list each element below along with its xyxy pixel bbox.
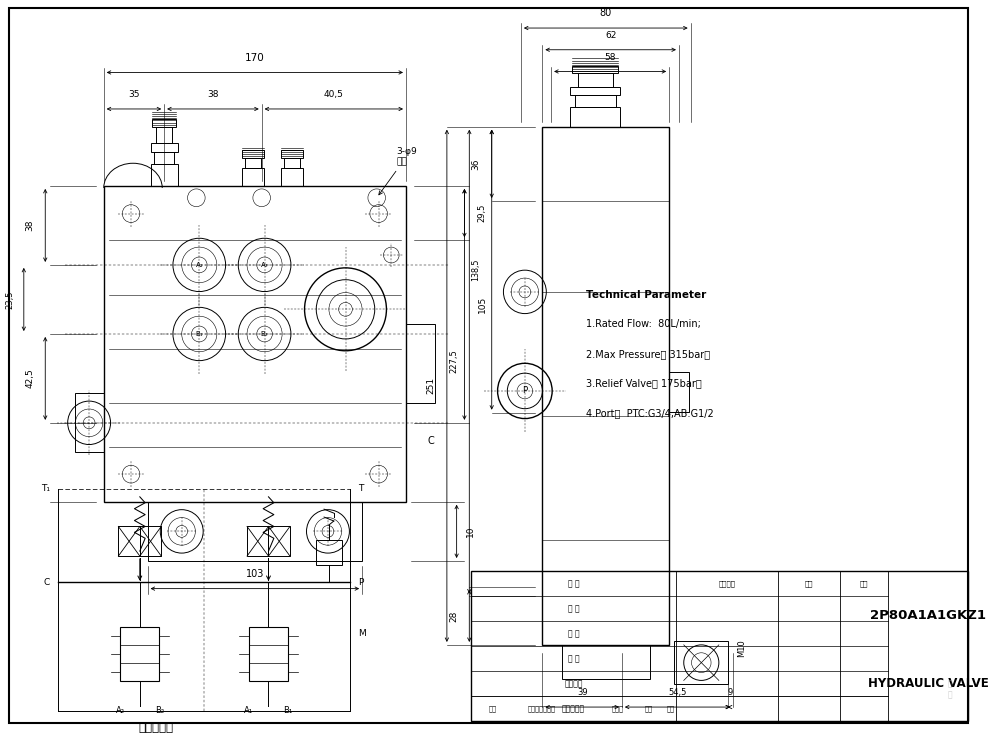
Text: 比例: 比例 bbox=[860, 580, 868, 587]
Text: 图样标记: 图样标记 bbox=[719, 580, 736, 587]
Bar bbox=[268, 526, 290, 556]
Text: 2.Max Pressure： 315bar，: 2.Max Pressure： 315bar， bbox=[586, 349, 710, 359]
Bar bbox=[154, 153, 174, 164]
Text: C: C bbox=[427, 436, 434, 446]
Bar bbox=[281, 168, 303, 186]
Bar bbox=[148, 502, 362, 561]
Text: 校 对: 校 对 bbox=[568, 654, 579, 663]
Text: M: M bbox=[358, 629, 366, 638]
Text: 40,5: 40,5 bbox=[324, 90, 344, 99]
Text: 58: 58 bbox=[604, 52, 616, 62]
Text: 3.Relief Valve： 175bar；: 3.Relief Valve： 175bar； bbox=[586, 378, 702, 388]
Bar bbox=[245, 158, 261, 168]
Bar bbox=[674, 641, 728, 685]
Text: 103: 103 bbox=[246, 569, 264, 579]
Text: 制 图: 制 图 bbox=[568, 604, 579, 613]
Text: 36: 36 bbox=[472, 158, 481, 170]
Text: 液压原理图: 液压原理图 bbox=[138, 721, 173, 734]
Text: 35: 35 bbox=[128, 90, 140, 99]
Bar bbox=[249, 627, 288, 682]
Bar bbox=[570, 107, 620, 127]
Text: 38: 38 bbox=[207, 90, 219, 99]
Bar bbox=[542, 127, 669, 645]
Text: 设 计: 设 计 bbox=[568, 579, 579, 588]
Text: T: T bbox=[358, 484, 364, 494]
Text: 42,5: 42,5 bbox=[25, 368, 34, 388]
Text: B₁: B₁ bbox=[283, 706, 293, 715]
Bar bbox=[578, 74, 613, 87]
Text: 标记: 标记 bbox=[489, 705, 497, 712]
Text: P: P bbox=[358, 578, 364, 587]
Text: 3-φ9
通孔: 3-φ9 通孔 bbox=[379, 147, 417, 195]
Text: 描 图: 描 图 bbox=[568, 629, 579, 638]
Text: A₂: A₂ bbox=[116, 706, 125, 715]
Text: 4.Port：  PTC:G3/4,AB:G1/2: 4.Port： PTC:G3/4,AB:G1/2 bbox=[586, 408, 714, 418]
Text: C: C bbox=[44, 578, 50, 587]
Bar bbox=[151, 164, 178, 186]
Bar bbox=[104, 186, 406, 502]
Bar bbox=[570, 87, 620, 95]
Bar bbox=[118, 526, 140, 556]
Bar bbox=[247, 526, 268, 556]
Text: 80: 80 bbox=[600, 8, 612, 18]
Bar bbox=[75, 394, 104, 453]
Bar bbox=[140, 526, 161, 556]
Text: 251: 251 bbox=[427, 377, 436, 394]
Text: 派
液: 派 液 bbox=[947, 680, 952, 699]
Text: 日期: 日期 bbox=[645, 705, 653, 712]
Bar bbox=[406, 324, 435, 403]
Text: A₂: A₂ bbox=[261, 262, 268, 268]
Text: 105: 105 bbox=[477, 296, 486, 313]
Text: B₂: B₂ bbox=[261, 331, 268, 337]
Text: 更改人: 更改人 bbox=[611, 705, 623, 712]
Text: 10: 10 bbox=[466, 525, 475, 537]
Bar bbox=[572, 66, 618, 74]
Bar bbox=[242, 168, 264, 186]
Bar bbox=[669, 372, 689, 412]
Bar bbox=[152, 119, 176, 127]
Text: 1.Rated Flow:  80L/min;: 1.Rated Flow: 80L/min; bbox=[586, 319, 701, 329]
Text: 重量: 重量 bbox=[805, 580, 813, 587]
Text: M10: M10 bbox=[737, 639, 746, 657]
Text: 138,5: 138,5 bbox=[472, 259, 481, 281]
Bar bbox=[575, 95, 616, 107]
Text: A₁: A₁ bbox=[244, 706, 254, 715]
Bar bbox=[242, 150, 264, 158]
Bar bbox=[284, 158, 300, 168]
Text: 62: 62 bbox=[605, 31, 616, 40]
Bar bbox=[471, 571, 968, 721]
Text: 29,5: 29,5 bbox=[477, 204, 486, 223]
Text: 工艺检查: 工艺检查 bbox=[564, 679, 583, 688]
Text: 9: 9 bbox=[728, 688, 733, 697]
Bar bbox=[151, 142, 178, 153]
Text: T₁: T₁ bbox=[41, 484, 50, 494]
Text: 227,5: 227,5 bbox=[449, 349, 458, 374]
Text: Technical Parameter: Technical Parameter bbox=[586, 290, 707, 299]
Bar bbox=[316, 539, 342, 565]
Text: B₁: B₁ bbox=[196, 331, 203, 337]
Text: HYDRAULIC VALVE: HYDRAULIC VALVE bbox=[868, 677, 989, 690]
Text: 更改内容或依据: 更改内容或依据 bbox=[527, 705, 555, 712]
Bar bbox=[281, 150, 303, 158]
Text: 审核: 审核 bbox=[667, 705, 675, 712]
Text: 23,5: 23,5 bbox=[6, 290, 15, 309]
Text: 54,5: 54,5 bbox=[668, 688, 687, 697]
Text: 28: 28 bbox=[449, 610, 458, 622]
Bar bbox=[562, 645, 650, 680]
Text: 170: 170 bbox=[245, 52, 265, 63]
Text: 2P80A1A1GKZ1: 2P80A1A1GKZ1 bbox=[870, 609, 986, 622]
Text: A₁: A₁ bbox=[196, 262, 203, 268]
Text: P: P bbox=[522, 386, 527, 396]
Text: 标准化检查: 标准化检查 bbox=[562, 704, 585, 713]
Text: 38: 38 bbox=[25, 220, 34, 231]
Text: 39: 39 bbox=[577, 688, 587, 697]
Text: B₂: B₂ bbox=[155, 706, 164, 715]
Bar bbox=[120, 627, 159, 682]
Bar bbox=[156, 127, 172, 142]
